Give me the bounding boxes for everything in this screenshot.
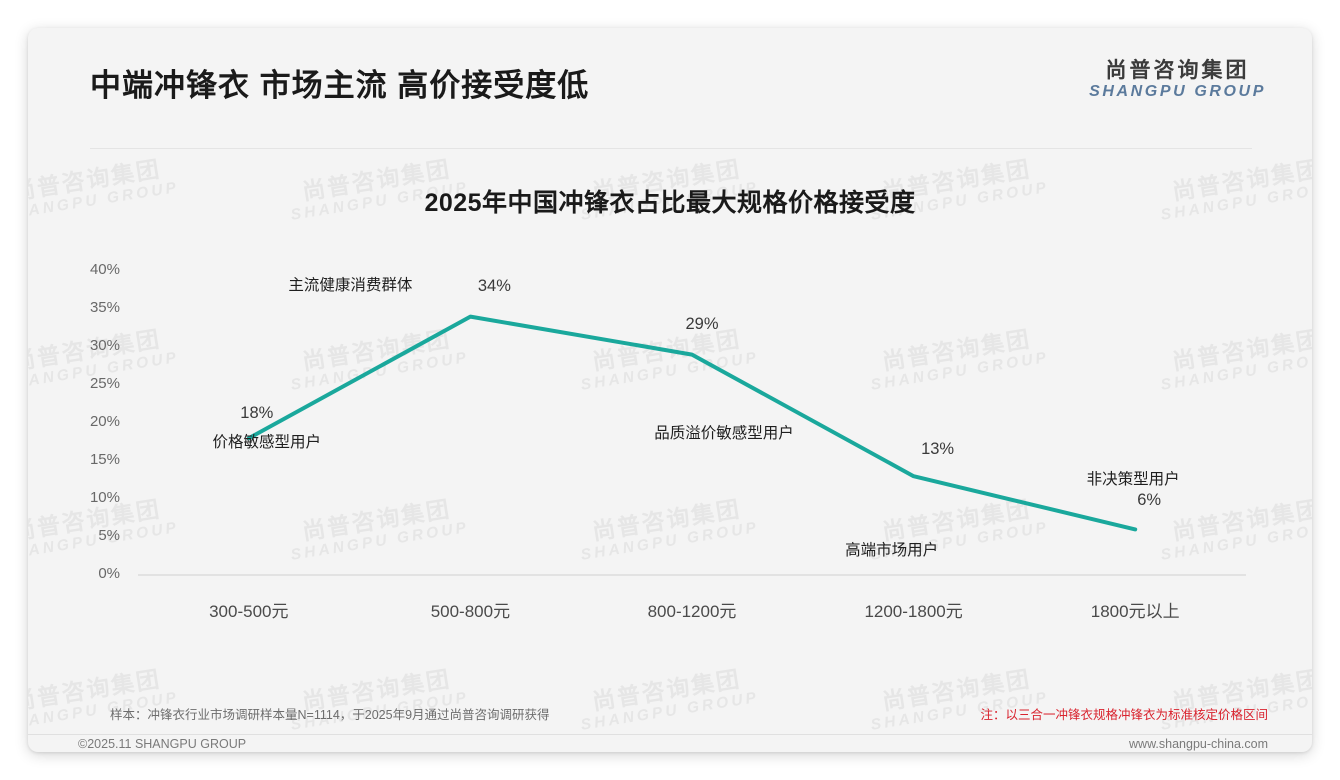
x-axis-tick-label: 300-500元 (209, 602, 289, 621)
watermark: 尚普咨询集团 SHANGPU GROUP (1159, 495, 1312, 564)
data-point-annotation: 非决策型用户 (1086, 471, 1180, 489)
data-point-annotation: 高端市场用户 (845, 542, 939, 560)
x-axis-tick-label: 1800元以上 (1090, 602, 1180, 621)
footer-bar: ©2025.11 SHANGPU GROUP www.shangpu-china… (28, 735, 1312, 752)
x-axis-tick-label: 800-1200元 (647, 602, 737, 621)
y-axis-tick-label: 10% (89, 489, 120, 506)
watermark: 尚普咨询集团 SHANGPU GROUP (869, 325, 1051, 394)
website-link[interactable]: www.shangpu-china.com (1129, 737, 1268, 751)
watermark: 尚普咨询集团 SHANGPU GROUP (869, 495, 1051, 564)
data-point-label: 29% (685, 314, 719, 333)
watermark-layer: 尚普咨询集团 SHANGPU GROUP 尚普咨询集团 SHANGPU GROUP 尚普… (28, 28, 1312, 752)
watermark: 尚普咨询集团 SHANGPU GROUP (289, 495, 471, 564)
sample-note: 样本：冲锋衣行业市场调研样本量N=1114，于2025年9月通过尚普咨询调研获得 (110, 708, 550, 722)
x-axis-tick-label: 500-800元 (430, 602, 511, 621)
brand-logo: 尚普咨询集团 SHANGPU GROUP (1089, 59, 1266, 101)
methodology-note: 注：以三合一冲锋衣规格冲锋衣为标准核定价格区间 (980, 708, 1268, 722)
brand-name-cn: 尚普咨询集团 (1105, 59, 1250, 82)
data-point-label: 13% (921, 440, 955, 459)
x-axis-tick-label: 1200-1800元 (864, 602, 963, 621)
watermark: 尚普咨询集团 SHANGPU GROUP (579, 495, 761, 564)
data-point-annotation: 主流健康消费群体 (288, 276, 413, 294)
watermark: 尚普咨询集团 SHANGPU GROUP (289, 325, 471, 394)
y-axis-tick-label: 20% (89, 413, 120, 430)
data-point-label: 34% (477, 276, 511, 295)
chart-svg (138, 314, 1246, 576)
watermark: 尚普咨询集团 SHANGPU GROUP (28, 495, 181, 564)
watermark: 尚普咨询集团 SHANGPU GROUP (1159, 325, 1312, 394)
data-point-annotation: 品质溢价敏感型用户 (654, 424, 794, 442)
header-divider (90, 148, 1252, 149)
brand-name-en: SHANGPU GROUP (1089, 83, 1266, 101)
y-axis-tick-label: 30% (89, 337, 120, 354)
y-axis-tick-label: 25% (89, 375, 120, 392)
y-axis-tick-label: 5% (98, 527, 120, 544)
chart-title: 2025年中国冲锋衣占比最大规格价格接受度 (424, 189, 916, 217)
y-axis-tick-label: 40% (89, 261, 120, 278)
y-axis-tick-label: 0% (98, 565, 120, 582)
page-title: 中端冲锋衣 市场主流 高价接受度低 (90, 68, 590, 103)
data-point-label: 6% (1137, 491, 1162, 510)
y-axis-tick-label: 15% (89, 451, 120, 468)
data-point-label: 18% (240, 404, 274, 423)
line-chart: 0% 5% 10% 15% 20% 25% 30% 35% 40% 300-500元 500-800… (28, 28, 1312, 752)
slide-header: 中端冲锋衣 市场主流 高价接受度低 尚普咨询集团 SHANGPU GROUP (28, 28, 1312, 149)
footnote-row: 样本：冲锋衣行业市场调研样本量N=1114，于2025年9月通过尚普咨询调研获得… (28, 704, 1312, 732)
data-point-annotation: 价格敏感型用户 (212, 434, 322, 452)
series-line (246, 314, 1138, 532)
y-axis-tick-label: 35% (89, 299, 120, 316)
watermark: 尚普咨询集团 SHANGPU GROUP (579, 325, 761, 394)
footer-divider (28, 734, 1312, 735)
slide-canvas: 尚普咨询集团 SHANGPU GROUP 尚普咨询集团 SHANGPU GROUP 尚普… (28, 28, 1312, 752)
copyright-text: ©2025.11 SHANGPU GROUP (78, 737, 247, 751)
watermark: 尚普咨询集团 SHANGPU GROUP (28, 325, 181, 394)
